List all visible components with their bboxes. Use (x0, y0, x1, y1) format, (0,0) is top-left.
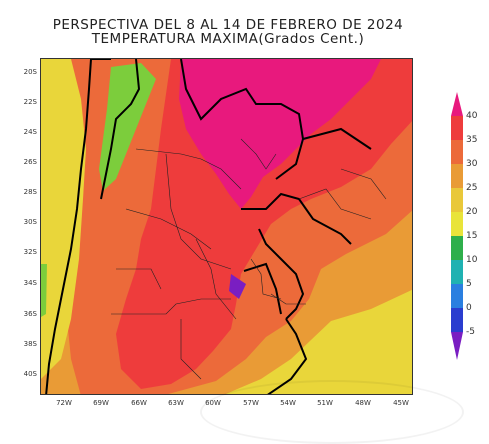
colorbar-label: 35 (466, 135, 478, 145)
lat-label: 40S (23, 370, 37, 378)
band-15-20 (99, 63, 156, 191)
colorbar-cell (451, 236, 463, 260)
lon-label: 66W (131, 399, 147, 407)
colorbar-cell (451, 212, 463, 236)
lat-label: 24S (23, 128, 37, 136)
lat-label: 38S (23, 340, 37, 348)
band-35-40 (116, 59, 412, 389)
title-line-2: TEMPERATURA MAXIMA(Grados Cent.) (91, 31, 365, 47)
colorbar-label: 30 (466, 159, 478, 169)
title-line-1: PERSPECTIVA DEL 8 AL 14 DE FEBRERO DE 20… (52, 17, 404, 33)
river-plate (229, 274, 246, 299)
colorbar (451, 92, 463, 360)
colorbar-bottom-arrow (451, 332, 463, 360)
colorbar-cell (451, 116, 463, 140)
temperature-map-svg (41, 59, 412, 394)
lat-label: 22S (23, 98, 37, 106)
colorbar-label: 5 (466, 279, 472, 289)
colorbar-label: 25 (466, 183, 478, 193)
colorbar-cell (451, 284, 463, 308)
andes-cool-strip (41, 59, 86, 379)
colorbar-cell (451, 188, 463, 212)
colorbar-cell (451, 260, 463, 284)
lat-label: 20S (23, 68, 37, 76)
lat-label: 30S (23, 218, 37, 226)
lat-label: 28S (23, 188, 37, 196)
colorbar-label: 40 (466, 111, 478, 121)
lat-label: 32S (23, 248, 37, 256)
colorbar-cell (451, 164, 463, 188)
lon-label: 69W (93, 399, 109, 407)
colorbar-label: 0 (466, 303, 472, 313)
lon-label: 63W (168, 399, 184, 407)
band-15-20-west (41, 264, 47, 317)
colorbar-label: 10 (466, 255, 478, 265)
lon-label: 72W (56, 399, 72, 407)
temperature-map (40, 58, 413, 395)
colorbar-label: -5 (466, 327, 475, 337)
map-title: PERSPECTIVA DEL 8 AL 14 DE FEBRERO DE 20… (0, 18, 456, 46)
watermark-seal (200, 380, 464, 444)
colorbar-cell (451, 140, 463, 164)
colorbar-top-arrow (451, 92, 463, 116)
colorbar-label: 20 (466, 207, 478, 217)
lat-label: 26S (23, 158, 37, 166)
lat-label: 34S (23, 279, 37, 287)
colorbar-label: 15 (466, 231, 478, 241)
lat-label: 36S (23, 310, 37, 318)
province-borders (111, 138, 387, 380)
colorbar-cell (451, 308, 463, 332)
